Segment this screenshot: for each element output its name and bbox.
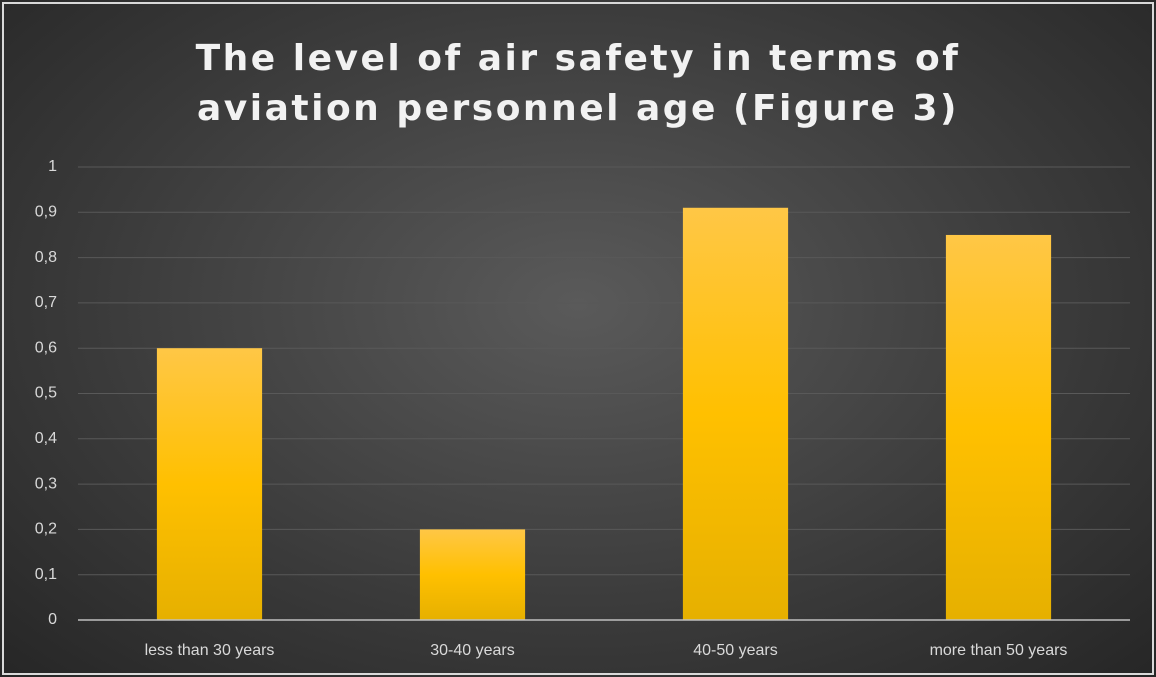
y-tick-label: 0,4 (35, 430, 57, 447)
x-tick-label: 40-50 years (693, 642, 778, 659)
x-tick-label: more than 50 years (930, 642, 1068, 659)
y-tick-label: 0 (48, 611, 57, 628)
y-tick-label: 0,7 (35, 294, 57, 311)
bar (156, 348, 263, 620)
y-tick-label: 0,8 (35, 249, 57, 266)
y-tick-label: 0,5 (35, 385, 57, 402)
y-tick-label: 0,2 (35, 521, 57, 538)
y-tick-label: 1 (48, 158, 57, 175)
bar (419, 529, 526, 620)
y-tick-label: 0,3 (35, 475, 57, 492)
chart-title: The level of air safety in terms of avia… (195, 38, 961, 129)
y-tick-label: 0,9 (35, 204, 57, 221)
y-tick-label: 0,1 (35, 566, 57, 583)
bar (682, 207, 789, 620)
y-tick-label: 0,6 (35, 339, 57, 356)
bar (945, 234, 1052, 620)
x-tick-label: less than 30 years (145, 642, 275, 659)
x-tick-label: 30-40 years (430, 642, 515, 659)
